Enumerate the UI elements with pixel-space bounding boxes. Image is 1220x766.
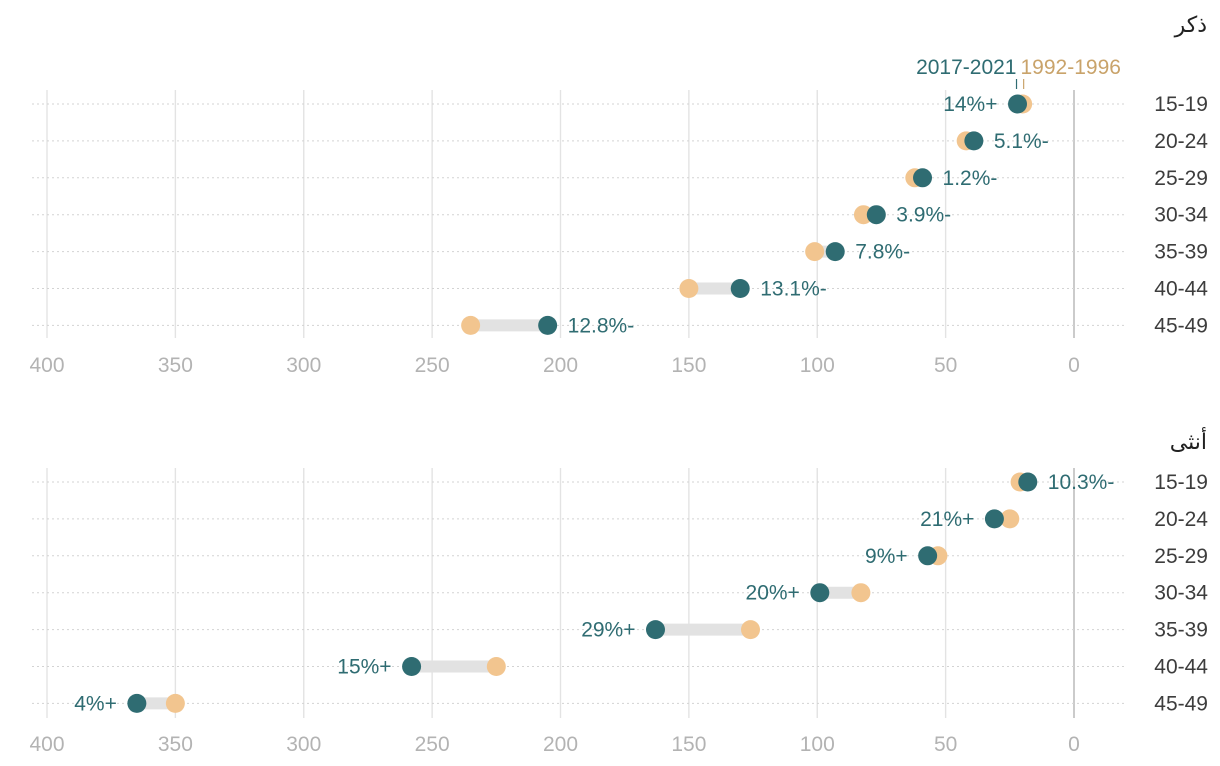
change-label: 4%+ (74, 692, 117, 715)
x-tick-label: 250 (415, 354, 450, 377)
x-tick-label: 200 (543, 354, 578, 377)
dot-2017-2021 (984, 509, 1004, 529)
change-label: 29%+ (581, 619, 635, 642)
row-20-24: 21%+ 20-24 (32, 508, 1208, 531)
x-tick-label: 350 (158, 354, 193, 377)
dot-2017-2021 (964, 131, 984, 151)
change-label: 21%+ (920, 508, 974, 531)
x-tick-label: 100 (800, 733, 835, 756)
change-label: 5.1%- (994, 130, 1049, 153)
change-label: 7.8%- (855, 241, 910, 264)
dot-1992-1996 (679, 279, 699, 298)
change-label: 13.1%- (760, 278, 827, 301)
x-tick-label: 300 (286, 733, 321, 756)
y-category-label: 45-49 (1154, 314, 1208, 337)
dot-2017-2021 (402, 657, 422, 676)
y-category-label: 35-39 (1154, 619, 1208, 642)
row-25-29: 1.2%- 25-29 (32, 167, 1208, 190)
dot-2017-2021 (730, 279, 750, 298)
dot-1992-1996 (805, 242, 825, 262)
y-category-label: 45-49 (1154, 692, 1208, 715)
dot-2017-2021 (1008, 94, 1028, 114)
dot-1992-1996 (740, 620, 760, 640)
x-tick-label: 0 (1068, 354, 1080, 377)
x-tick-label: 50 (934, 354, 957, 377)
row-45-49: 12.8%- 45-49 (32, 314, 1208, 337)
y-category-label: 20-24 (1154, 130, 1208, 153)
dot-2017-2021 (866, 205, 886, 225)
change-label: 12.8%- (568, 314, 635, 337)
legend-old-label: 1992-1996 (1021, 56, 1121, 79)
y-category-label: 15-19 (1154, 93, 1208, 116)
panel-title: أنثى (1170, 427, 1207, 454)
dot-1992-1996 (165, 693, 185, 713)
y-category-label: 30-34 (1154, 204, 1208, 227)
row-30-34: 3.9%- 30-34 (32, 204, 1208, 227)
x-tick-label: 400 (29, 354, 64, 377)
row-25-29: 9%+ 25-29 (32, 545, 1208, 568)
row-15-19: 10.3%- 15-19 (32, 471, 1208, 494)
panel-title: ذكر (1174, 12, 1207, 37)
dot-2017-2021 (1018, 472, 1038, 492)
dot-1992-1996 (1000, 509, 1020, 529)
dot-2017-2021 (810, 583, 830, 603)
change-label: 20%+ (746, 582, 800, 605)
y-category-label: 35-39 (1154, 241, 1208, 264)
dot-2017-2021 (913, 168, 933, 188)
x-tick-label: 300 (286, 354, 321, 377)
dot-2017-2021 (825, 242, 845, 262)
y-category-label: 20-24 (1154, 508, 1208, 531)
row-35-39: 7.8%- 35-39 (32, 241, 1208, 264)
panel-1: ذكر 400 350 300 250 200 150 100 50 0 14%+ 15-19 5.1%… (29, 12, 1208, 377)
change-label: 10.3%- (1048, 471, 1115, 494)
x-tick-label: 200 (543, 733, 578, 756)
row-35-39: 29%+ 35-39 (32, 619, 1208, 642)
x-tick-label: 50 (934, 733, 957, 756)
dot-2017-2021 (918, 546, 938, 566)
panel-2: أنثى 400 350 300 250 200 150 100 50 0 10.3%- 15-19 2… (29, 427, 1208, 756)
y-category-label: 30-34 (1154, 582, 1208, 605)
row-40-44: 15%+ 40-44 (32, 656, 1208, 679)
change-label: 1.2%- (943, 167, 998, 190)
dot-2017-2021 (538, 315, 558, 335)
y-category-label: 40-44 (1154, 656, 1208, 679)
legend: 2017-2021 1992-1996 (916, 56, 1121, 89)
y-category-label: 40-44 (1154, 278, 1208, 301)
row-15-19: 14%+ 15-19 (32, 93, 1208, 116)
x-tick-label: 250 (415, 733, 450, 756)
row-30-34: 20%+ 30-34 (32, 582, 1208, 605)
dot-1992-1996 (486, 657, 506, 676)
change-label: 14%+ (943, 93, 997, 116)
row-20-24: 5.1%- 20-24 (32, 130, 1208, 153)
dot-1992-1996 (851, 583, 871, 603)
dot-1992-1996 (461, 315, 481, 335)
x-tick-label: 350 (158, 733, 193, 756)
row-40-44: 13.1%- 40-44 (32, 278, 1208, 301)
x-tick-label: 150 (671, 733, 706, 756)
legend-new-label: 2017-2021 (916, 56, 1016, 79)
x-tick-label: 150 (671, 354, 706, 377)
change-label: 15%+ (337, 656, 391, 679)
row-45-49: 4%+ 45-49 (32, 692, 1208, 715)
x-tick-label: 400 (29, 733, 64, 756)
x-tick-label: 100 (800, 354, 835, 377)
change-label: 3.9%- (896, 204, 951, 227)
dot-2017-2021 (127, 693, 147, 713)
y-category-label: 15-19 (1154, 471, 1208, 494)
change-label: 9%+ (865, 545, 908, 568)
dot-2017-2021 (645, 620, 665, 640)
x-tick-label: 0 (1068, 733, 1080, 756)
y-category-label: 25-29 (1154, 545, 1208, 568)
y-category-label: 25-29 (1154, 167, 1208, 190)
